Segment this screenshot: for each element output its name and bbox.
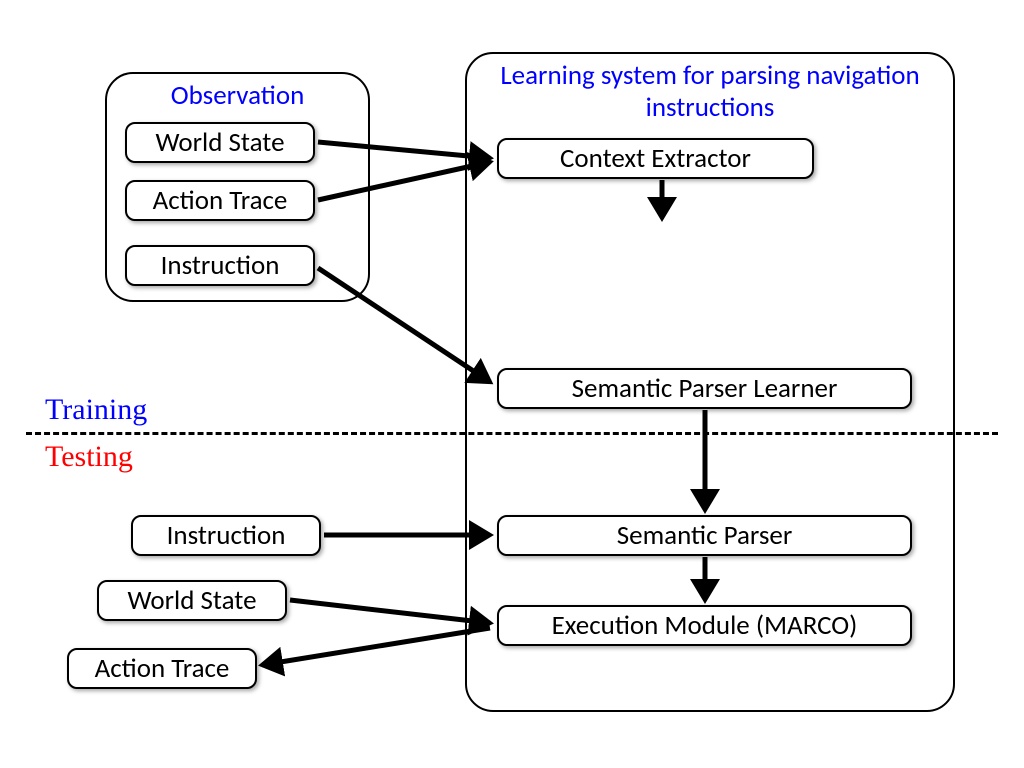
world-state-box-bottom: World State: [97, 580, 287, 621]
instruction-box-bottom: Instruction: [131, 515, 321, 556]
training-label: Training: [45, 393, 147, 427]
arrow-exec-to-actiontrace: [262, 628, 490, 665]
world-state-box-top: World State: [125, 122, 315, 163]
execution-module-box: Execution Module (MARCO): [497, 605, 912, 646]
learning-system-title: Learning system for parsing navigation i…: [467, 54, 953, 127]
context-extractor-box: Context Extractor: [497, 138, 814, 179]
semantic-parser-learner-box: Semantic Parser Learner: [497, 368, 912, 409]
action-trace-box-top: Action Trace: [125, 180, 315, 221]
instruction-box-top: Instruction: [125, 245, 315, 286]
arrow-world-to-exec: [290, 600, 490, 623]
semantic-parser-box: Semantic Parser: [497, 515, 912, 556]
training-testing-divider: [26, 432, 998, 435]
observation-title: Observation: [107, 74, 368, 114]
testing-label: Testing: [45, 440, 133, 474]
action-trace-box-bottom: Action Trace: [67, 648, 257, 689]
